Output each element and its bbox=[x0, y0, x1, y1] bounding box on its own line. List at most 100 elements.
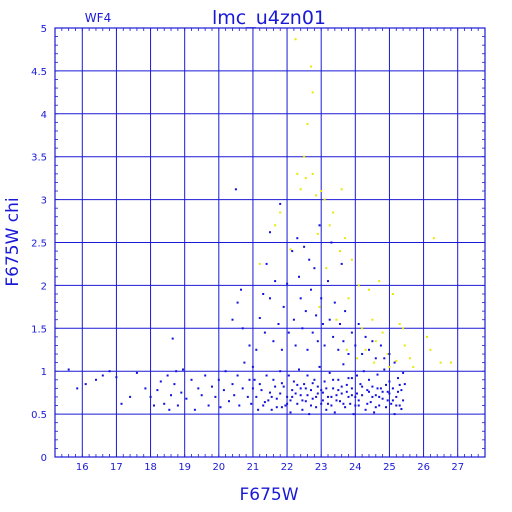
data-point bbox=[339, 400, 341, 403]
x-axis-label: F675W bbox=[239, 485, 298, 505]
data-point bbox=[301, 408, 304, 411]
data-point bbox=[211, 385, 213, 388]
data-point bbox=[286, 395, 289, 398]
x-tick-label: 20 bbox=[212, 462, 225, 473]
data-point bbox=[354, 344, 357, 347]
data-point bbox=[246, 395, 249, 398]
data-point bbox=[248, 378, 251, 381]
data-point bbox=[383, 368, 386, 371]
outlier-point bbox=[350, 258, 353, 261]
data-point bbox=[304, 387, 307, 390]
data-point bbox=[347, 377, 350, 380]
data-point bbox=[251, 365, 254, 368]
outlier-point bbox=[320, 190, 323, 192]
data-point bbox=[263, 331, 266, 334]
data-point bbox=[366, 402, 369, 405]
data-point bbox=[340, 262, 343, 265]
outlier-point bbox=[391, 293, 394, 295]
data-point bbox=[311, 331, 314, 334]
outlier-point bbox=[439, 361, 442, 364]
data-point bbox=[395, 404, 398, 407]
data-point bbox=[364, 335, 367, 338]
data-point bbox=[379, 344, 382, 347]
data-point bbox=[234, 188, 237, 191]
data-point bbox=[332, 387, 335, 390]
data-point bbox=[236, 301, 239, 304]
data-point bbox=[267, 399, 270, 402]
data-point bbox=[292, 380, 295, 383]
data-point bbox=[335, 399, 338, 402]
outlier-point bbox=[296, 172, 299, 175]
data-point bbox=[269, 297, 271, 300]
x-tick-label: 21 bbox=[247, 462, 260, 473]
data-point bbox=[325, 408, 328, 411]
data-point bbox=[366, 389, 369, 392]
data-point bbox=[241, 387, 244, 390]
outlier-point bbox=[316, 232, 319, 235]
data-point bbox=[342, 363, 345, 366]
data-point bbox=[299, 394, 302, 397]
data-point bbox=[182, 368, 184, 371]
data-point bbox=[311, 382, 314, 385]
scatter-points bbox=[67, 38, 452, 416]
data-point bbox=[390, 402, 393, 405]
data-point bbox=[296, 383, 299, 386]
data-point bbox=[359, 383, 362, 386]
outlier-point bbox=[449, 361, 452, 364]
x-tick-label: 26 bbox=[417, 462, 430, 473]
data-point bbox=[350, 377, 353, 380]
data-point bbox=[286, 402, 289, 405]
outlier-point bbox=[294, 38, 297, 41]
data-point bbox=[345, 383, 348, 386]
data-point bbox=[292, 318, 295, 321]
data-point bbox=[289, 399, 292, 402]
data-point bbox=[321, 323, 324, 325]
data-point bbox=[327, 280, 329, 283]
data-point bbox=[330, 404, 333, 407]
data-point bbox=[306, 374, 309, 377]
outlier-point bbox=[368, 288, 370, 291]
data-point bbox=[185, 397, 188, 400]
data-point bbox=[301, 327, 304, 330]
outlier-point bbox=[403, 344, 406, 347]
data-point bbox=[330, 395, 333, 398]
data-point bbox=[115, 376, 118, 379]
data-point bbox=[373, 411, 376, 414]
data-point bbox=[280, 348, 283, 351]
outlier-point bbox=[311, 172, 314, 175]
data-point bbox=[386, 390, 389, 393]
outlier-point bbox=[279, 211, 282, 214]
data-point bbox=[153, 404, 155, 407]
data-point bbox=[315, 395, 318, 398]
data-point bbox=[156, 389, 159, 392]
data-point bbox=[364, 408, 367, 411]
data-point bbox=[402, 399, 405, 402]
data-point bbox=[357, 399, 360, 402]
outlier-point bbox=[299, 188, 302, 191]
outlier-point bbox=[378, 280, 381, 283]
x-tick-label: 19 bbox=[178, 462, 191, 473]
x-tick-label: 27 bbox=[451, 462, 464, 473]
data-point bbox=[214, 395, 217, 398]
x-tick-label: 23 bbox=[315, 462, 328, 473]
data-point bbox=[275, 397, 278, 400]
data-point bbox=[332, 378, 335, 381]
data-point bbox=[325, 387, 328, 390]
data-point bbox=[120, 402, 123, 405]
data-point bbox=[381, 390, 384, 393]
data-point bbox=[298, 368, 300, 371]
data-point bbox=[175, 370, 178, 373]
data-point bbox=[323, 344, 326, 347]
data-point bbox=[275, 406, 278, 409]
data-point bbox=[371, 395, 374, 398]
data-point bbox=[374, 394, 377, 397]
data-point bbox=[316, 340, 319, 343]
data-point bbox=[393, 413, 396, 416]
data-point bbox=[342, 402, 345, 405]
data-point bbox=[260, 389, 263, 392]
data-point bbox=[272, 340, 275, 343]
y-tick-label: 2.5 bbox=[31, 239, 47, 250]
outlier-point bbox=[432, 237, 435, 240]
data-point bbox=[310, 404, 312, 407]
